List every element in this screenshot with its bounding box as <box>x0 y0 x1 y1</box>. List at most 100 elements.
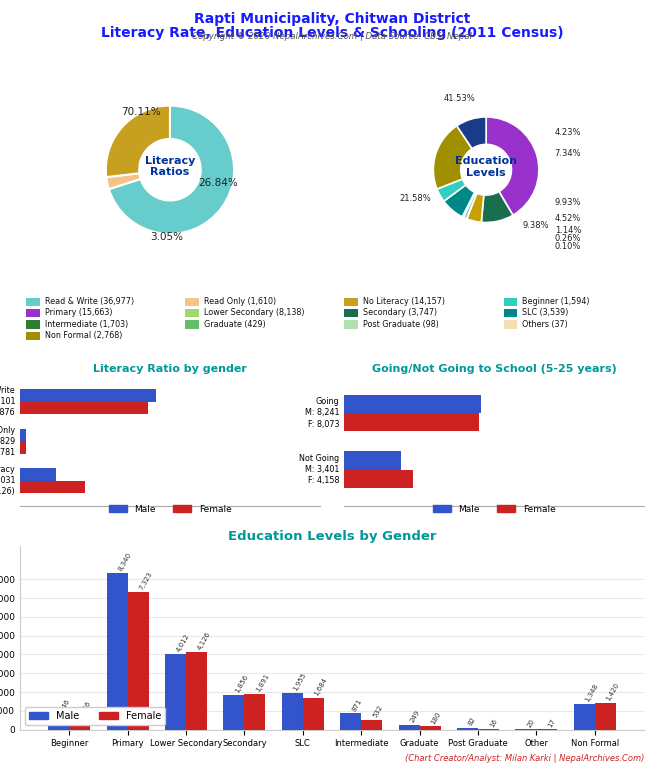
Text: SLC (3,539): SLC (3,539) <box>523 309 569 317</box>
Text: 9.38%: 9.38% <box>523 220 550 230</box>
Text: Rapti Municipality, Chitwan District: Rapti Municipality, Chitwan District <box>194 12 470 25</box>
Text: 7,323: 7,323 <box>138 571 153 591</box>
Bar <box>20 429 26 442</box>
Bar <box>48 713 69 730</box>
Bar <box>303 698 324 730</box>
FancyBboxPatch shape <box>26 309 40 317</box>
Bar <box>20 389 157 402</box>
FancyBboxPatch shape <box>504 298 517 306</box>
Text: 8,340: 8,340 <box>117 551 132 572</box>
FancyBboxPatch shape <box>504 320 517 329</box>
Text: 1,420: 1,420 <box>605 681 620 702</box>
Text: 82: 82 <box>467 717 477 727</box>
FancyBboxPatch shape <box>26 320 40 329</box>
FancyBboxPatch shape <box>26 332 40 340</box>
Text: 21.58%: 21.58% <box>399 194 431 204</box>
Text: 1.14%: 1.14% <box>555 226 581 235</box>
Bar <box>20 442 25 454</box>
Text: 4.23%: 4.23% <box>554 128 581 137</box>
Text: 3.05%: 3.05% <box>150 232 183 242</box>
Text: 9.93%: 9.93% <box>554 198 581 207</box>
Bar <box>186 652 207 730</box>
Bar <box>20 468 56 481</box>
Wedge shape <box>457 117 486 149</box>
Text: Read & Write (36,977): Read & Write (36,977) <box>45 297 134 306</box>
Wedge shape <box>106 106 170 177</box>
Wedge shape <box>109 106 234 233</box>
Text: 4,126: 4,126 <box>197 631 212 651</box>
Text: 1,856: 1,856 <box>234 674 249 694</box>
Text: 846: 846 <box>59 698 70 713</box>
Text: 0.10%: 0.10% <box>555 242 581 251</box>
Bar <box>69 716 90 730</box>
Bar <box>344 452 400 469</box>
Bar <box>282 693 303 730</box>
Bar <box>127 592 149 730</box>
Title: Going/Not Going to School (5-25 years): Going/Not Going to School (5-25 years) <box>372 364 616 374</box>
Bar <box>165 654 186 730</box>
Text: 20: 20 <box>526 717 535 728</box>
Bar <box>420 727 441 730</box>
Text: Copyright © 2020 NepalArchives.Com | Data Source: CBS, Nepal: Copyright © 2020 NepalArchives.Com | Dat… <box>192 31 472 41</box>
Text: 41.53%: 41.53% <box>444 94 475 103</box>
Text: Beginner (1,594): Beginner (1,594) <box>523 297 590 306</box>
Text: Literacy Rate, Education Levels & Schooling (2011 Census): Literacy Rate, Education Levels & School… <box>101 25 563 39</box>
Text: Non Formal (2,768): Non Formal (2,768) <box>45 331 122 340</box>
Text: 249: 249 <box>409 710 421 723</box>
Title: Education Levels by Gender: Education Levels by Gender <box>228 530 436 543</box>
FancyBboxPatch shape <box>185 298 199 306</box>
Bar <box>361 720 382 730</box>
Text: 7.34%: 7.34% <box>554 150 581 158</box>
Bar <box>107 573 127 730</box>
Bar <box>223 695 244 730</box>
Bar <box>20 481 85 493</box>
FancyBboxPatch shape <box>345 298 358 306</box>
Text: Read Only (1,610): Read Only (1,610) <box>204 297 276 306</box>
FancyBboxPatch shape <box>185 320 199 329</box>
Text: Secondary (3,747): Secondary (3,747) <box>363 309 438 317</box>
Text: Education
Levels: Education Levels <box>455 156 517 178</box>
Text: 746: 746 <box>80 700 92 714</box>
Text: Graduate (429): Graduate (429) <box>204 319 266 329</box>
Bar <box>457 728 478 730</box>
FancyBboxPatch shape <box>185 309 199 317</box>
Wedge shape <box>486 117 539 215</box>
Bar <box>595 703 616 730</box>
Bar <box>244 694 266 730</box>
Bar <box>340 713 361 730</box>
Text: 70.11%: 70.11% <box>122 107 161 117</box>
Text: 532: 532 <box>372 704 384 719</box>
Wedge shape <box>434 126 472 189</box>
Text: 16: 16 <box>489 717 498 728</box>
Legend: Male, Female: Male, Female <box>105 502 235 518</box>
Text: 4.52%: 4.52% <box>555 214 581 223</box>
Wedge shape <box>467 194 484 222</box>
Wedge shape <box>481 191 513 223</box>
FancyBboxPatch shape <box>345 309 358 317</box>
Text: Intermediate (1,703): Intermediate (1,703) <box>45 319 128 329</box>
Wedge shape <box>444 185 475 217</box>
Wedge shape <box>437 179 465 201</box>
Text: Literacy
Ratios: Literacy Ratios <box>145 156 195 177</box>
FancyBboxPatch shape <box>345 320 358 329</box>
Bar <box>398 725 420 730</box>
Bar <box>344 469 413 488</box>
Text: 1,955: 1,955 <box>292 671 307 692</box>
Title: Literacy Ratio by gender: Literacy Ratio by gender <box>93 364 247 374</box>
Wedge shape <box>462 192 475 217</box>
Bar <box>344 413 479 431</box>
Text: No Literacy (14,157): No Literacy (14,157) <box>363 297 445 306</box>
Text: 17: 17 <box>547 717 556 728</box>
Text: Others (37): Others (37) <box>523 319 568 329</box>
Text: Primary (15,663): Primary (15,663) <box>45 309 112 317</box>
FancyBboxPatch shape <box>26 298 40 306</box>
Text: 26.84%: 26.84% <box>198 177 238 187</box>
Bar <box>20 402 147 415</box>
Wedge shape <box>463 193 475 217</box>
FancyBboxPatch shape <box>504 309 517 317</box>
Wedge shape <box>106 174 141 189</box>
Legend: Male, Female: Male, Female <box>25 707 165 725</box>
Text: 1,684: 1,684 <box>313 677 329 697</box>
Legend: Male, Female: Male, Female <box>429 502 559 518</box>
Text: 871: 871 <box>351 697 363 712</box>
